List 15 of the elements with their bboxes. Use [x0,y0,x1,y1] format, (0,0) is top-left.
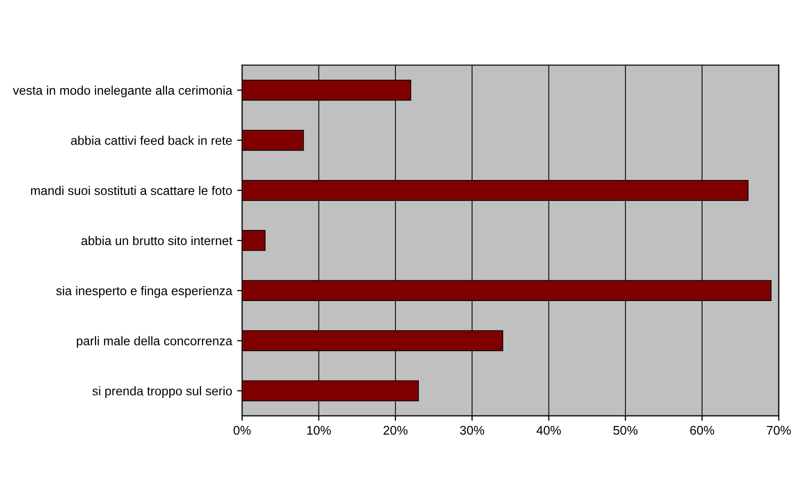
y-tick-label: mandi suoi sostituti a scattare le foto [31,186,232,196]
x-tick-label: 60% [690,426,714,435]
y-tick-label: si prenda troppo sul serio [92,386,232,398]
y-tick-label: vesta in modo inelegante alla cerimonia [12,86,232,98]
y-tick-label: abbia un brutto sito internet [81,236,232,246]
x-tick-label: 70% [766,426,791,435]
x-tick-label: 30% [460,426,484,435]
x-tick-label: 40% [536,426,561,435]
x-tick-label: 50% [613,426,638,435]
x-tick-label: 0% [234,426,251,435]
x-tick-label: 10% [307,426,331,435]
y-tick-label: sia inesperto e finga esperienza [56,286,232,298]
y-tick-label: parli male della concorrenza [76,336,232,348]
x-tick-label: 20% [384,426,408,435]
y-tick-label: abbia cattivi feed back in rete [71,136,232,145]
